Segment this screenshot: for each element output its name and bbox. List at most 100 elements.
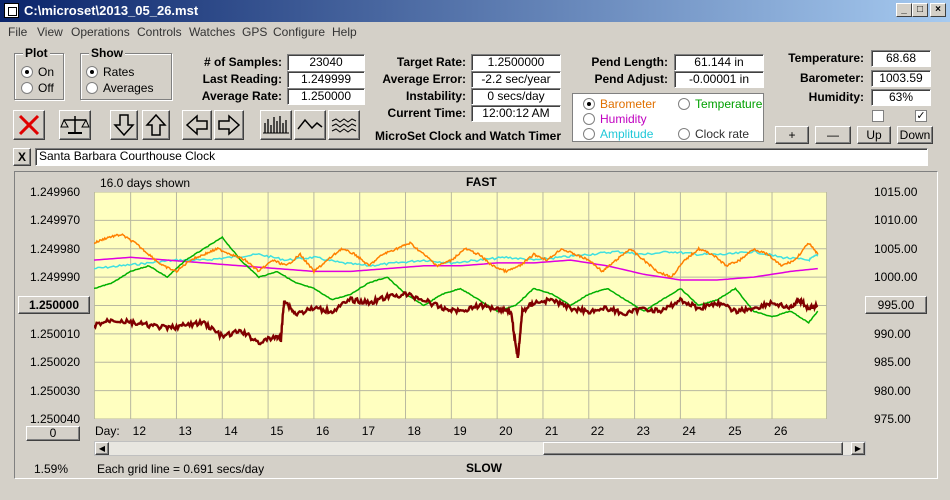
right-tick-label: 1000.00 [874, 270, 918, 285]
average-error-field: -2.2 sec/year [471, 71, 561, 88]
menu-file[interactable]: File [8, 25, 28, 39]
menu-operations[interactable]: Operations [71, 25, 130, 39]
arrow-right-button[interactable] [214, 110, 244, 140]
show-rates-radio[interactable] [86, 66, 98, 78]
clockrate-radio[interactable] [678, 128, 690, 140]
show-group: Show Rates Averages [80, 46, 172, 100]
right-tick-label: 1010.00 [874, 213, 918, 228]
balance-button[interactable] [59, 110, 91, 140]
day-tick-label: 15 [270, 424, 284, 438]
temperature-series-line [94, 235, 819, 325]
last-reading-field: 1.249999 [287, 71, 365, 88]
scroll-right-button[interactable]: ▶ [851, 442, 865, 455]
scale-up-button[interactable]: Up [857, 126, 891, 144]
plot-on-radio[interactable] [21, 66, 33, 78]
clear-button[interactable] [13, 110, 45, 140]
amplitude-radio[interactable] [583, 128, 595, 140]
left-tick-label: 1.249980 [30, 241, 81, 256]
left-tick-label: 1.250010 [30, 326, 81, 341]
day-label: Day: [95, 424, 120, 438]
histogram-button[interactable] [260, 110, 292, 140]
scroll-left-button[interactable]: ◀ [95, 442, 109, 455]
zero-button[interactable]: 0 [26, 426, 80, 441]
right-tick-label: 1005.00 [874, 241, 918, 256]
menu-view[interactable]: View [37, 25, 63, 39]
scale-minus-button[interactable]: — [815, 126, 851, 144]
last-reading-label: Last Reading: [202, 72, 282, 86]
pend-length-label: Pend Length: [591, 55, 668, 69]
right-tick-label: 990.00 [874, 326, 911, 341]
scale-plus-button[interactable]: + [775, 126, 809, 144]
barometer-field: 1003.59 [871, 70, 931, 87]
wave-button[interactable] [294, 110, 326, 140]
center-right-button[interactable]: 995.00 [865, 296, 927, 314]
chart-grid [94, 192, 827, 419]
plot-off-radio[interactable] [21, 82, 33, 94]
noise-lines-icon [331, 118, 357, 133]
show-averages-radio[interactable] [86, 82, 98, 94]
balance-scale-icon [60, 116, 90, 134]
left-tick-label: 1.249990 [30, 270, 81, 285]
barometer-radio[interactable] [583, 98, 595, 110]
samples-field: 23040 [287, 54, 365, 71]
checkbox-left[interactable] [872, 110, 884, 122]
scroll-thumb[interactable] [543, 442, 843, 455]
app-icon [4, 3, 19, 18]
scale-down-button[interactable]: Down [897, 126, 933, 144]
center-left-button[interactable]: 1.250000 [18, 296, 90, 314]
instability-field: 0 secs/day [471, 88, 561, 105]
day-tick-label: 20 [499, 424, 513, 438]
menu-help[interactable]: Help [332, 25, 357, 39]
humidity-radio[interactable] [583, 113, 595, 125]
show-group-title: Show [89, 46, 125, 60]
left-tick-label: 1.249970 [30, 213, 81, 228]
day-tick-label: 26 [774, 424, 788, 438]
left-tick-label: 1.250030 [30, 383, 81, 398]
day-tick-label: 25 [728, 424, 742, 438]
arrow-right-icon [218, 114, 241, 136]
horizontal-scrollbar[interactable]: ◀ ▶ [94, 441, 866, 456]
left-tick-label: 1.249960 [30, 185, 81, 199]
average-error-label: Average Error: [382, 72, 466, 86]
current-time-field: 12:00:12 AM [471, 105, 561, 122]
days-shown-label: 16.0 days shown [100, 176, 191, 190]
close-clock-button[interactable]: X [13, 148, 31, 166]
samples-label: # of Samples: [203, 55, 282, 69]
arrow-left-button[interactable] [182, 110, 212, 140]
day-tick-label: 22 [590, 424, 605, 438]
histogram-icon [263, 116, 289, 134]
day-tick-label: 24 [682, 424, 696, 438]
humidity-field: 63% [871, 89, 931, 106]
wave-line-icon [297, 118, 323, 130]
target-rate-label: Target Rate: [396, 55, 466, 69]
menu-watches[interactable]: Watches [189, 25, 236, 39]
day-tick-label: 13 [178, 424, 192, 438]
menu-configure[interactable]: Configure [273, 25, 326, 39]
right-tick-label: 1015.00 [874, 185, 918, 199]
barometer-label: Barometer: [799, 71, 864, 85]
menu-gps[interactable]: GPS [242, 25, 268, 39]
title-bar: C:\microset\2013_05_26.mst _ □ × [0, 0, 950, 22]
close-window-button[interactable]: × [930, 3, 946, 17]
target-rate-field[interactable]: 1.2500000 [471, 54, 561, 71]
average-rate-label: Average Rate: [201, 89, 282, 103]
pend-length-field[interactable]: 61.144 in [674, 54, 764, 71]
minimize-button[interactable]: _ [896, 3, 912, 17]
clock-name-field[interactable]: Santa Barbara Courthouse Clock [35, 148, 928, 166]
checkbox-right[interactable]: ✓ [915, 110, 927, 122]
instability-label: Instability: [405, 89, 466, 103]
noise-button[interactable] [328, 110, 360, 140]
arrow-left-icon [185, 114, 208, 136]
maximize-button[interactable]: □ [912, 3, 928, 17]
clockrate-option-label: Clock rate [695, 127, 750, 141]
arrow-up-button[interactable] [142, 110, 170, 140]
arrow-down-button[interactable] [110, 110, 138, 140]
menu-controls[interactable]: Controls [137, 25, 182, 39]
fast-label: FAST [466, 175, 497, 189]
slow-label: SLOW [466, 461, 502, 475]
day-tick-label: 18 [407, 424, 421, 438]
temperature-radio[interactable] [678, 98, 690, 110]
clock-rate-series-line [94, 291, 819, 358]
barometer-option-label: Barometer [600, 97, 657, 111]
barometer-series-line [94, 233, 819, 279]
